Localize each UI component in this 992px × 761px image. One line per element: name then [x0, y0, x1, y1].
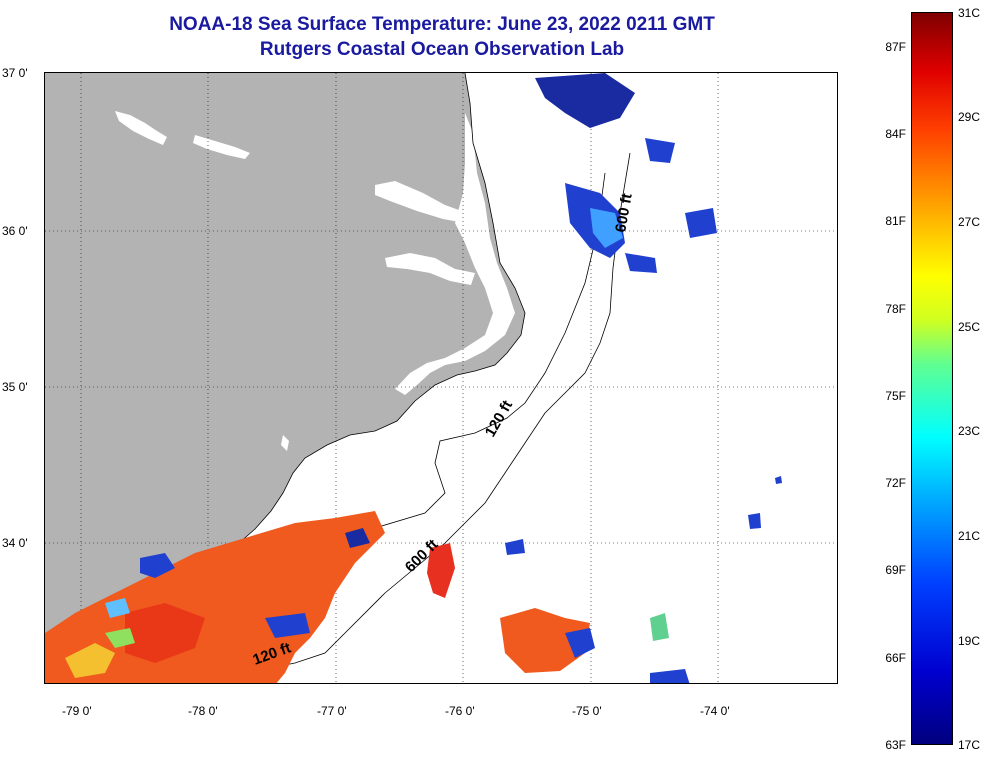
colorbar-label-78f: 78F	[885, 302, 906, 316]
lake-1	[115, 111, 167, 145]
lat-label-36: 36 0'	[2, 224, 28, 238]
lon-label-77: -77 0'	[317, 704, 347, 718]
colorbar-label-66f: 66F	[885, 651, 906, 665]
sst-small-4	[650, 669, 690, 683]
sst-north-cool-2	[535, 73, 635, 128]
sst-small-3	[650, 613, 669, 641]
lon-label-75: -75 0'	[572, 704, 602, 718]
land-mass	[45, 73, 525, 663]
colorbar-label-63f: 63F	[885, 738, 906, 752]
lon-label-76: -76 0'	[445, 704, 475, 718]
colorbar-label-75f: 75F	[885, 389, 906, 403]
colorbar-label-27c: 27C	[958, 215, 981, 229]
pamlico-river	[385, 253, 475, 285]
sst-central-warm	[427, 543, 455, 598]
sst-small-5	[775, 476, 782, 484]
colorbar-label-19c: 19C	[958, 634, 981, 648]
sst-north-cool-5	[625, 253, 657, 273]
sst-north-cool-3	[645, 138, 675, 163]
lat-label-37: 37 0'	[2, 66, 28, 80]
sst-yellow-patch	[65, 643, 115, 678]
isobath-600ft	[201, 152, 631, 683]
colorbar-label-81f: 81F	[885, 214, 906, 228]
sst-cyan-patch	[105, 598, 130, 618]
label-120ft-north: 120 ft	[482, 398, 516, 440]
colorbar-label-17c: 17C	[958, 738, 981, 752]
lon-label-78: -78 0'	[188, 704, 218, 718]
colorbar-label-25c: 25C	[958, 320, 981, 334]
colorbar-label-31c: 31C	[958, 6, 981, 20]
sst-cool-patch-3	[345, 528, 370, 548]
colorbar-label-21c: 21C	[958, 529, 981, 543]
sst-small-2	[505, 539, 525, 555]
temperature-colorbar	[911, 12, 953, 745]
colorbar-label-84f: 84F	[885, 127, 906, 141]
lon-label-79: -79 0'	[62, 704, 92, 718]
colorbar-label-29c: 29C	[958, 110, 981, 124]
graticule	[45, 73, 837, 683]
albemarle-sound	[375, 181, 467, 223]
sst-warm-patch-2	[125, 603, 205, 663]
label-600ft-north: 600 ft	[612, 192, 636, 234]
map-subtitle: Rutgers Coastal Ocean Observation Lab	[259, 39, 625, 60]
colorbar-label-87f: 87F	[885, 40, 906, 54]
colorbar-label-72f: 72F	[885, 476, 906, 490]
inland-water	[395, 113, 515, 395]
lake-2	[193, 135, 250, 159]
sst-north-cyan	[590, 208, 623, 248]
lake-3	[281, 435, 289, 451]
sst-green-patch	[105, 628, 135, 648]
sst-north-cool-4	[685, 208, 717, 238]
sst-se-warm	[500, 608, 590, 673]
lat-label-34: 34 0'	[2, 536, 28, 550]
lat-label-35: 35 0'	[2, 380, 28, 394]
sst-small-1	[748, 513, 761, 529]
sst-se-cool	[565, 628, 595, 658]
map-title: NOAA-18 Sea Surface Temperature: June 23…	[169, 14, 715, 35]
sst-map: 120 ft 600 ft 600 ft 120 ft	[44, 72, 838, 684]
lon-label-74: -74 0'	[700, 704, 730, 718]
sst-cool-patch-1	[140, 553, 175, 578]
colorbar-label-23c: 23C	[958, 424, 981, 438]
colorbar-label-69f: 69F	[885, 563, 906, 577]
sst-cool-patch-2	[265, 613, 310, 638]
